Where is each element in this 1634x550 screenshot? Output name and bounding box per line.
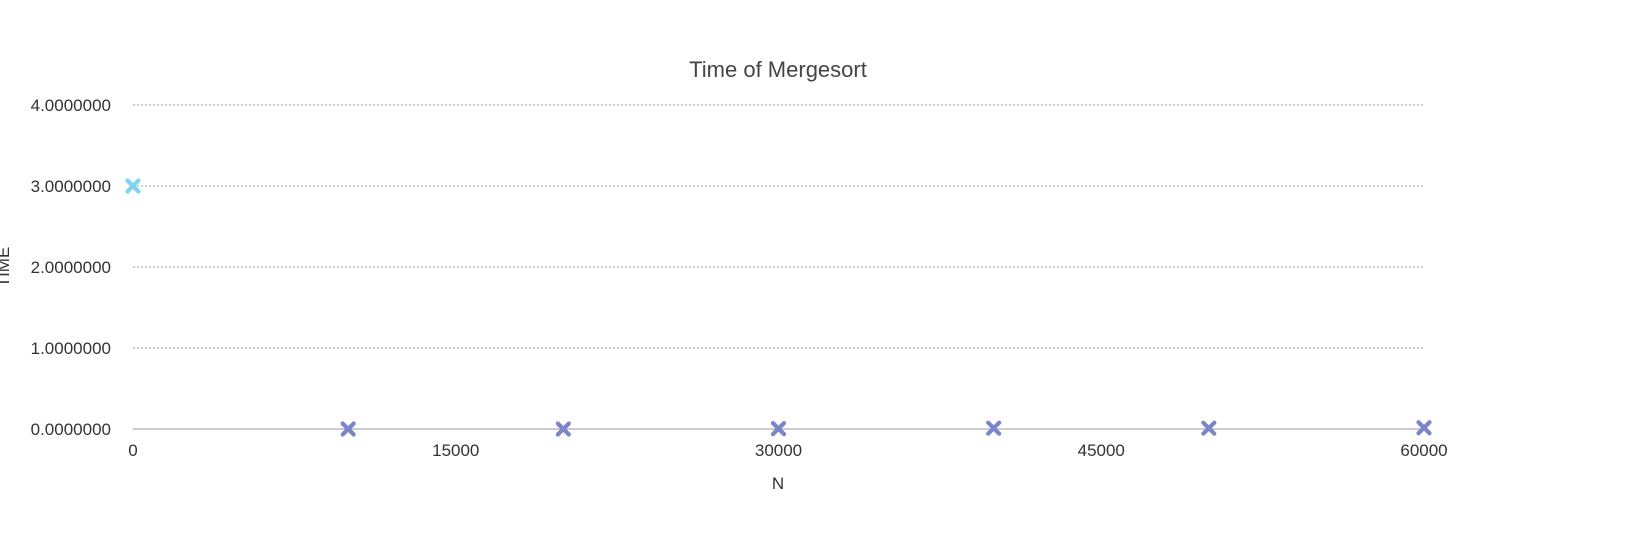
chart-title: Time of Mergesort <box>689 57 867 82</box>
x-tick-label: 0 <box>128 441 137 460</box>
x-tick-label: 30000 <box>755 441 802 460</box>
y-axis-ticks: 0.0000000 1.0000000 2.0000000 3.0000000 4.00… <box>31 96 111 439</box>
x-tick-label: 15000 <box>432 441 479 460</box>
y-tick-label: 1.0000000 <box>31 339 111 358</box>
y-axis-label: TIME <box>0 247 13 288</box>
y-tick-label: 3.0000000 <box>31 177 111 196</box>
data-point <box>770 420 787 437</box>
data-point <box>340 421 356 437</box>
y-tick-label: 4.0000000 <box>31 96 111 115</box>
data-point <box>125 178 141 194</box>
data-points <box>125 178 1432 437</box>
data-point <box>1201 420 1217 436</box>
data-point <box>986 420 1002 436</box>
x-tick-label: 45000 <box>1078 441 1125 460</box>
x-axis-ticks: 0 15000 30000 45000 60000 <box>128 441 1447 460</box>
data-point <box>555 421 571 437</box>
x-tick-label: 60000 <box>1400 441 1447 460</box>
y-tick-label: 0.0000000 <box>31 420 111 439</box>
data-point <box>1416 420 1432 436</box>
grid-lines <box>133 104 1424 430</box>
y-tick-label: 2.0000000 <box>31 258 111 277</box>
x-axis-label: N <box>772 474 784 493</box>
